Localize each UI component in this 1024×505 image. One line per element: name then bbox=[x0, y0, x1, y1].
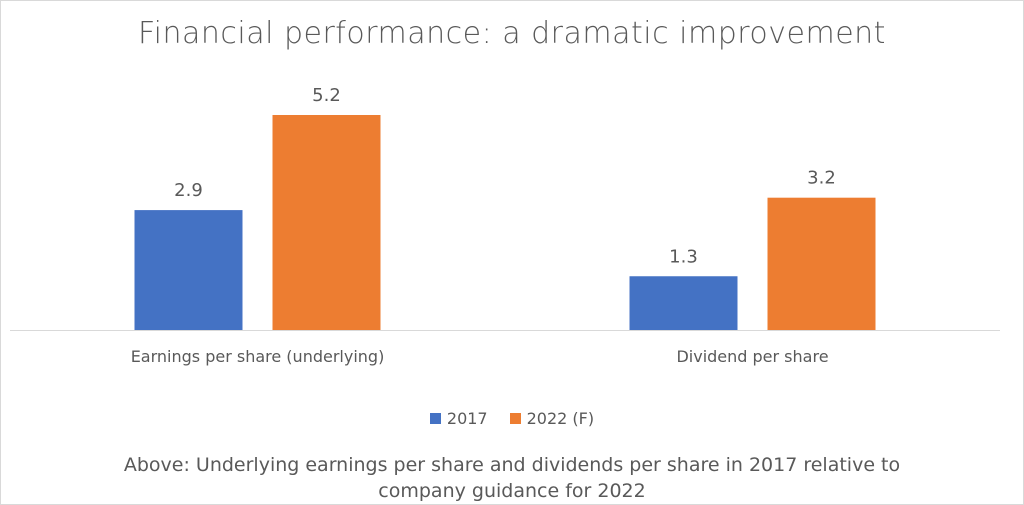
bar-dps-2017 bbox=[629, 276, 738, 330]
legend-label-2017: 2017 bbox=[446, 409, 488, 428]
caption-line-1: Above: Underlying earnings per share and… bbox=[123, 454, 901, 476]
legend-swatch-2017 bbox=[429, 413, 441, 424]
legend-label-2022: 2022 (F) bbox=[526, 409, 595, 428]
legend-item-2022: 2022 (F) bbox=[509, 409, 595, 428]
data-label: 3.2 bbox=[807, 168, 836, 189]
chart-title: Financial performance: a dramatic improv… bbox=[138, 16, 886, 51]
legend-swatch-2022 bbox=[509, 413, 521, 424]
data-label: 2.9 bbox=[174, 180, 203, 201]
bar-dps-2022 bbox=[767, 197, 876, 330]
legend: 2017 2022 (F) bbox=[0, 409, 1024, 428]
caption-line-2: company guidance for 2022 bbox=[378, 480, 646, 502]
data-label: 5.2 bbox=[312, 85, 341, 106]
legend-item-2017: 2017 bbox=[429, 409, 488, 428]
bar-eps-2022 bbox=[272, 115, 381, 330]
category-label: Earnings per share (underlying) bbox=[131, 347, 385, 366]
data-label: 1.3 bbox=[669, 246, 698, 267]
category-label: Dividend per share bbox=[676, 347, 828, 366]
bar-eps-2017 bbox=[134, 210, 243, 330]
chart-caption: Above: Underlying earnings per share and… bbox=[0, 452, 1024, 504]
